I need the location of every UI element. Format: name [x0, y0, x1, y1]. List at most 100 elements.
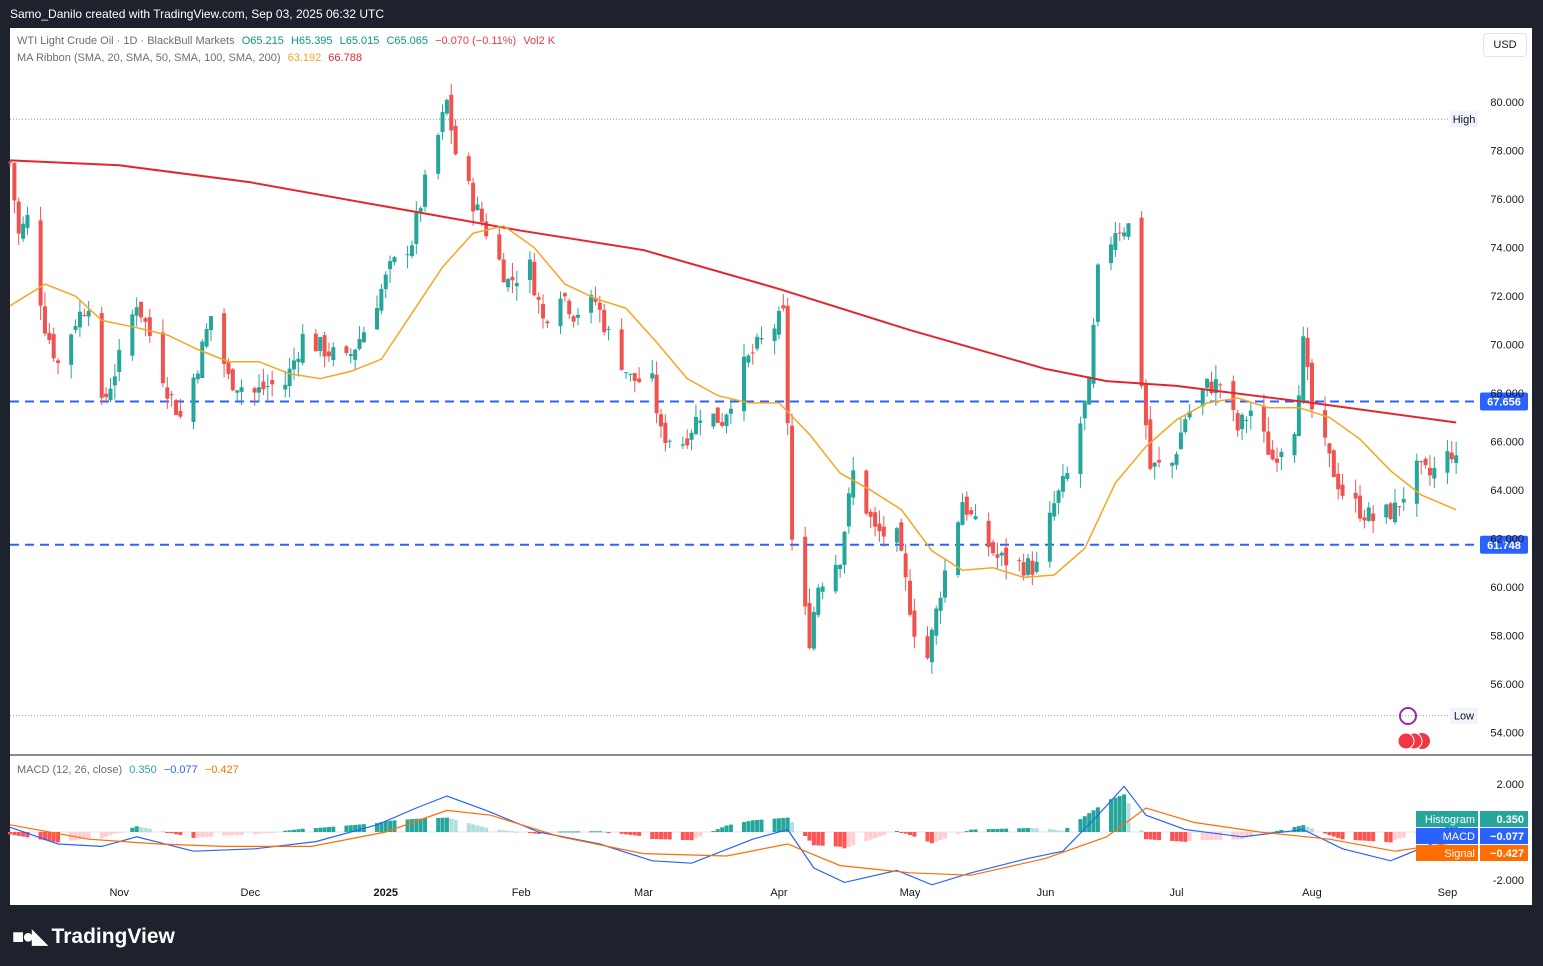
candle-body: [991, 542, 996, 554]
candle-body: [1087, 377, 1092, 405]
macd-histogram-bar: [283, 830, 288, 832]
tradingview-brand: TradingView: [51, 925, 175, 948]
candle-body: [165, 387, 170, 399]
candle-body: [934, 608, 939, 636]
macd-histogram-bar: [375, 823, 379, 832]
macd-histogram-bar: [174, 832, 179, 835]
macd-histogram-bar: [1170, 832, 1175, 841]
candle-body: [1213, 379, 1218, 394]
candle-body: [38, 220, 43, 306]
macd-histogram-bar: [1152, 832, 1157, 840]
macd-histogram-bar: [444, 817, 449, 832]
candle-body: [650, 373, 655, 379]
macd-histogram-bar: [1017, 828, 1022, 832]
candle-body: [208, 316, 213, 331]
level-label-0: 67.656: [1487, 397, 1521, 409]
candle-body: [436, 134, 441, 174]
candle-body: [300, 333, 305, 363]
tradingview-logo[interactable]: ■●◣ TradingView: [12, 922, 175, 952]
candle-body: [776, 311, 781, 335]
price-tick: 70.000: [1490, 340, 1524, 352]
open-value: O65.215: [241, 35, 284, 47]
macd-histogram-bar: [803, 832, 808, 836]
candle-body: [134, 307, 139, 316]
histogram-tag-value-box: [1480, 811, 1528, 827]
candle-body: [1021, 562, 1026, 576]
macd-histogram-bar: [873, 832, 878, 839]
candle-body: [361, 332, 366, 343]
candle-body: [449, 94, 454, 131]
candle-body: [908, 580, 913, 615]
macd-tag-label-box: [1416, 828, 1478, 844]
candle-body: [1266, 431, 1271, 455]
chart-frame: [10, 28, 1532, 905]
macd-histogram-bar: [715, 829, 720, 832]
candle-body: [82, 315, 87, 317]
candle-body: [1327, 443, 1332, 454]
candle-body: [1323, 410, 1328, 438]
high-value: H65.395: [290, 35, 333, 47]
candle-body: [755, 336, 760, 349]
macd-histogram-bar: [501, 830, 506, 832]
candle-body: [313, 333, 318, 352]
candle-body: [51, 334, 56, 359]
macd-histogram-bar: [881, 832, 886, 836]
low-marker-box: [1450, 707, 1478, 724]
candle-body: [440, 112, 445, 133]
macd-tick: 2.000: [1496, 779, 1524, 791]
macd-histogram-bar: [536, 832, 541, 834]
macd-histogram-bar: [418, 818, 423, 832]
candle-body: [235, 390, 240, 393]
candle-body: [602, 309, 607, 333]
macd-histogram-bar: [1301, 825, 1306, 832]
price-tick: 66.000: [1490, 437, 1524, 449]
candle-body: [283, 384, 288, 390]
candle-body: [130, 314, 135, 356]
macd-histogram-bar: [409, 819, 414, 832]
candle-body: [12, 162, 17, 201]
macd-histogram-bar: [698, 832, 703, 837]
candle-body: [8, 162, 12, 164]
time-tick: Nov: [109, 887, 129, 899]
candle-body: [658, 414, 663, 427]
macd-histogram-bar: [1401, 832, 1406, 838]
candle-body: [624, 372, 629, 374]
price-tick: 80.000: [1490, 97, 1524, 109]
signal-line: [9, 807, 1457, 876]
macd-histogram-bar: [1187, 832, 1192, 842]
candle-body: [1244, 419, 1249, 421]
macd-histogram-bar: [995, 828, 1000, 832]
candle-body: [1200, 389, 1205, 407]
candle-body: [1240, 414, 1245, 430]
macd-histogram-bar: [82, 832, 87, 840]
candle-body: [742, 356, 746, 412]
candle-body: [969, 510, 974, 515]
ma-label: MA Ribbon (SMA, 20, SMA, 50, SMA, 100, S…: [17, 52, 281, 64]
candle-body: [759, 338, 764, 340]
candle-body: [1414, 460, 1419, 504]
level-tag-1: [1480, 535, 1528, 554]
candle-body: [873, 512, 878, 527]
candle-body: [995, 554, 1000, 558]
candle-body: [1139, 217, 1144, 387]
candle-body: [724, 414, 729, 427]
macd-histogram-bar: [134, 826, 139, 832]
candle-body: [1047, 512, 1052, 562]
candle-body: [331, 347, 336, 361]
candle-body: [545, 321, 550, 324]
candle-body: [287, 368, 292, 387]
candle-body: [265, 385, 270, 387]
currency-button[interactable]: USD: [1483, 33, 1527, 57]
macd-histogram-bar: [1052, 829, 1057, 832]
candle-body: [195, 373, 200, 380]
candle-body: [1454, 455, 1459, 463]
tradingview-logo-icon: ■●◣: [12, 926, 48, 948]
macd-histogram-bar: [423, 818, 428, 832]
low-value: L65.015: [339, 35, 380, 47]
candle-body: [790, 425, 795, 540]
candle-body: [973, 516, 978, 520]
candle-body: [383, 274, 388, 290]
macd-histogram-bar: [1384, 832, 1389, 843]
level-label-1: 61.748: [1487, 540, 1521, 552]
